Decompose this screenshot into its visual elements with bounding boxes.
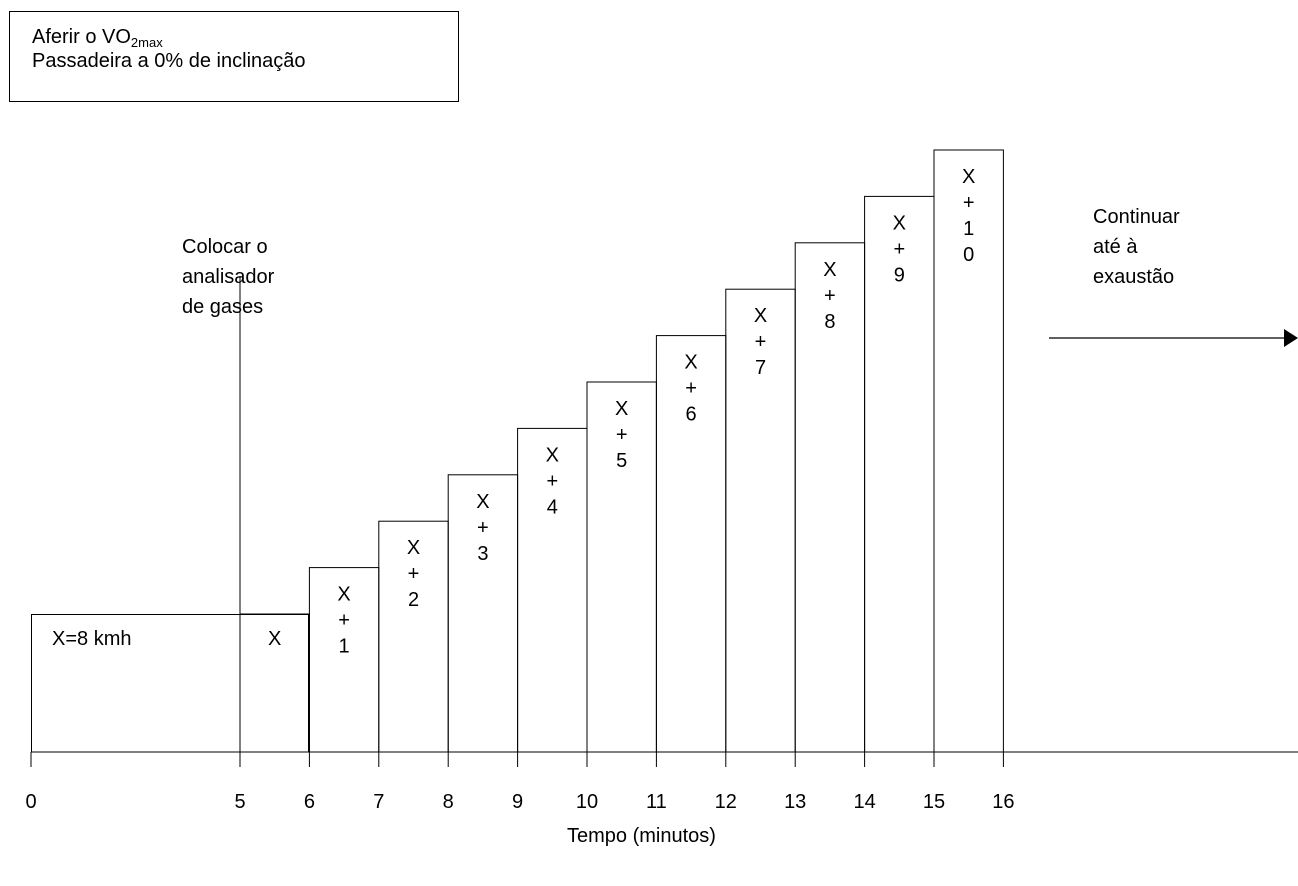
continue-annotation-line-2: até à — [1093, 236, 1138, 258]
warmup-stage-label: X=8 kmh — [52, 628, 131, 650]
x-tick-label-2: 6 — [304, 791, 315, 813]
x-axis-ticks: 0 5 6 7 8 9 10 11 12 13 14 15 16 — [25, 752, 1015, 813]
protocol-note-box: Aferir o VO2max Passadeira a 0% de incli… — [9, 11, 459, 102]
stage-label-1-1: + — [338, 610, 350, 632]
note-line-2: Passadeira a 0% de inclinação — [32, 50, 306, 72]
x-tick-label-5: 9 — [512, 791, 523, 813]
stage-label-3-0: X — [476, 491, 489, 513]
stage-bars: X X +1 X +2 X +3 X +4 X +5 X +6 X +7 X +8 X +9 X +1 0 — [239, 149, 1004, 753]
stage-label-0-0: X — [268, 628, 281, 650]
stage-label-1-0: X — [337, 584, 350, 606]
x-tick-label-10: 14 — [853, 791, 875, 813]
stage-label-2-0: X — [407, 537, 420, 559]
x-tick-label-7: 11 — [646, 791, 667, 813]
stage-label-9-0: X — [893, 212, 906, 234]
stage-label-10-1: + — [963, 192, 975, 214]
stage-label-5-2: 5 — [616, 450, 627, 472]
stage-label-7-1: + — [755, 331, 767, 353]
x-tick-label-4: 8 — [443, 791, 454, 813]
stage-label-9-1: + — [893, 238, 905, 260]
stage-label-6-2: 6 — [686, 404, 697, 426]
stage-label-9-2: 9 — [894, 264, 905, 286]
stage-label-4-2: 4 — [547, 496, 558, 518]
note-line-1-text: Aferir o VO — [32, 26, 131, 48]
analyzer-annotation-line-3: de gases — [182, 296, 263, 318]
analyzer-annotation-line-2: analisador — [182, 266, 275, 288]
x-tick-label-6: 10 — [576, 791, 598, 813]
x-tick-label-8: 12 — [715, 791, 737, 813]
x-axis-label: Tempo (minutos) — [567, 825, 716, 847]
stage-label-6-1: + — [685, 378, 697, 400]
x-tick-label-0: 0 — [25, 791, 36, 813]
stage-label-10-2: 1 — [963, 218, 974, 240]
warmup-stage-box — [31, 614, 309, 753]
note-line-1: Aferir o VO2max — [32, 25, 163, 49]
stage-label-3-2: 3 — [477, 543, 488, 565]
stage-label-4-1: + — [546, 470, 558, 492]
continue-arrow-head — [1284, 329, 1298, 347]
stage-label-5-1: + — [616, 424, 628, 446]
stage-label-10-0: X — [962, 166, 975, 188]
stage-label-2-1: + — [408, 563, 420, 585]
stage-bar-10 — [933, 149, 1004, 753]
stage-label-3-1: + — [477, 517, 489, 539]
continue-annotation-line-3: exaustão — [1093, 266, 1174, 288]
x-tick-label-3: 7 — [373, 791, 384, 813]
continue-annotation-line-1: Continuar — [1093, 206, 1180, 228]
stage-label-10-3: 0 — [963, 244, 974, 266]
stage-label-1-2: 1 — [339, 636, 350, 658]
stage-label-4-0: X — [546, 444, 559, 466]
analyzer-annotation-line-1: Colocar o — [182, 236, 268, 258]
stage-label-2-2: 2 — [408, 589, 419, 611]
x-tick-label-11: 15 — [923, 791, 945, 813]
x-tick-label-12: 16 — [992, 791, 1014, 813]
note-line-1-subscript: 2max — [130, 35, 163, 50]
stage-label-8-0: X — [823, 259, 836, 281]
stage-label-8-1: + — [824, 285, 836, 307]
stage-label-8-2: 8 — [824, 311, 835, 333]
stage-label-7-0: X — [754, 305, 767, 327]
stage-label-5-0: X — [615, 398, 628, 420]
x-tick-label-9: 13 — [784, 791, 806, 813]
stage-label-7-2: 7 — [755, 357, 766, 379]
stage-label-6-0: X — [684, 352, 697, 374]
x-tick-label-1: 5 — [234, 791, 245, 813]
